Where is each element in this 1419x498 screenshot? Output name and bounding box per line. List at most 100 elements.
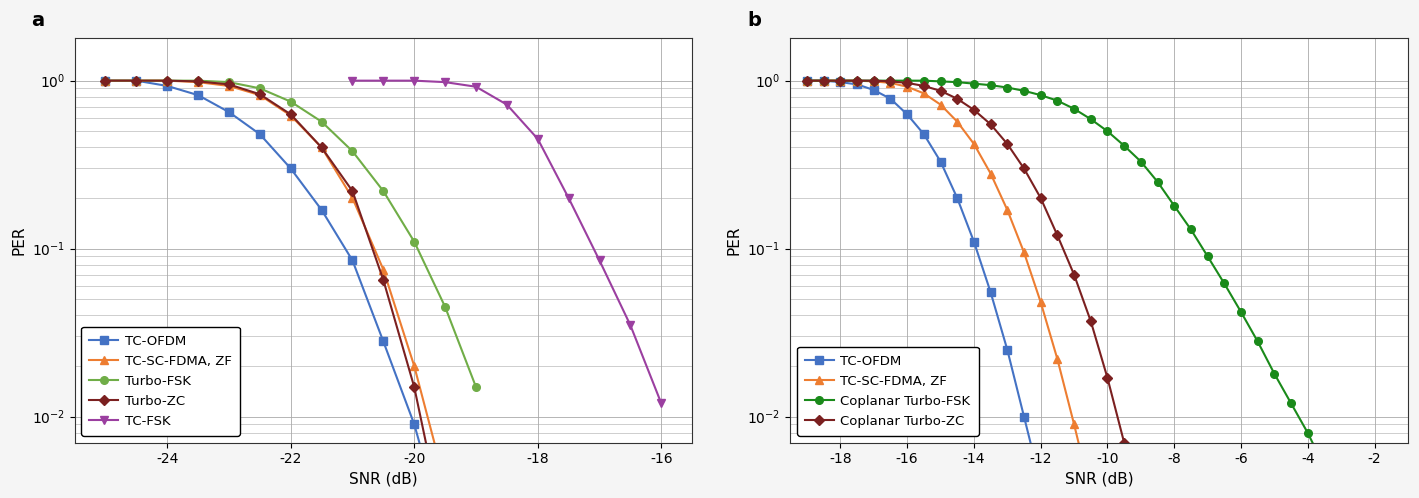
TC-OFDM: [343, 257, 360, 263]
Turbo-ZC: [343, 188, 360, 194]
TC-FSK: [406, 78, 423, 84]
Coplanar Turbo-ZC: [799, 78, 816, 84]
TC-SC-FDMA, ZF: [965, 141, 982, 147]
Line: Turbo-ZC: Turbo-ZC: [102, 77, 448, 498]
Line: TC-OFDM: TC-OFDM: [102, 77, 448, 498]
Turbo-FSK: [437, 304, 454, 310]
TC-FSK: [375, 78, 392, 84]
TC-SC-FDMA, ZF: [815, 78, 832, 84]
Text: a: a: [31, 10, 44, 30]
Coplanar Turbo-FSK: [1083, 116, 1100, 122]
TC-SC-FDMA, ZF: [1066, 421, 1083, 427]
Y-axis label: PER: PER: [727, 226, 742, 255]
TC-SC-FDMA, ZF: [282, 113, 299, 119]
Text: b: b: [746, 10, 761, 30]
Coplanar Turbo-ZC: [999, 141, 1016, 147]
TC-SC-FDMA, ZF: [932, 102, 949, 108]
TC-OFDM: [1032, 481, 1049, 487]
Turbo-FSK: [220, 79, 237, 85]
TC-OFDM: [849, 81, 866, 87]
Line: Coplanar Turbo-ZC: Coplanar Turbo-ZC: [803, 77, 1195, 498]
Y-axis label: PER: PER: [11, 226, 26, 255]
TC-SC-FDMA, ZF: [96, 78, 114, 84]
Turbo-ZC: [220, 81, 237, 87]
TC-SC-FDMA, ZF: [437, 481, 454, 487]
Turbo-FSK: [128, 78, 145, 84]
Coplanar Turbo-FSK: [1366, 451, 1384, 457]
Coplanar Turbo-ZC: [1049, 233, 1066, 239]
TC-OFDM: [965, 239, 982, 245]
TC-OFDM: [832, 79, 849, 85]
TC-SC-FDMA, ZF: [375, 266, 392, 272]
TC-OFDM: [883, 96, 900, 102]
TC-OFDM: [949, 195, 966, 201]
Turbo-FSK: [467, 384, 484, 390]
Turbo-ZC: [190, 78, 207, 84]
Coplanar Turbo-FSK: [1315, 464, 1332, 470]
TC-OFDM: [220, 109, 237, 115]
TC-FSK: [343, 78, 360, 84]
TC-OFDM: [1016, 414, 1033, 420]
Coplanar Turbo-FSK: [815, 78, 832, 84]
TC-OFDM: [406, 421, 423, 427]
Coplanar Turbo-ZC: [1115, 440, 1132, 446]
TC-SC-FDMA, ZF: [406, 363, 423, 369]
Line: TC-FSK: TC-FSK: [348, 77, 666, 407]
Coplanar Turbo-FSK: [883, 78, 900, 84]
TC-SC-FDMA, ZF: [999, 207, 1016, 213]
Coplanar Turbo-FSK: [832, 78, 849, 84]
Coplanar Turbo-FSK: [1332, 490, 1349, 496]
Coplanar Turbo-FSK: [898, 78, 915, 84]
TC-SC-FDMA, ZF: [849, 78, 866, 84]
TC-OFDM: [999, 347, 1016, 353]
Coplanar Turbo-FSK: [1049, 98, 1066, 104]
Turbo-FSK: [159, 78, 176, 84]
TC-SC-FDMA, ZF: [159, 78, 176, 84]
Coplanar Turbo-FSK: [999, 85, 1016, 91]
Coplanar Turbo-ZC: [949, 96, 966, 102]
Coplanar Turbo-ZC: [965, 107, 982, 113]
Coplanar Turbo-FSK: [1149, 179, 1166, 185]
Coplanar Turbo-FSK: [1199, 253, 1216, 259]
TC-SC-FDMA, ZF: [1016, 249, 1033, 255]
Coplanar Turbo-FSK: [866, 78, 883, 84]
TC-OFDM: [282, 165, 299, 171]
Coplanar Turbo-FSK: [1165, 203, 1182, 209]
Turbo-FSK: [282, 99, 299, 105]
TC-SC-FDMA, ZF: [343, 195, 360, 201]
TC-OFDM: [898, 112, 915, 118]
Turbo-ZC: [159, 78, 176, 84]
Coplanar Turbo-FSK: [1233, 309, 1250, 315]
TC-FSK: [467, 84, 484, 90]
TC-OFDM: [314, 207, 331, 213]
Coplanar Turbo-FSK: [1098, 128, 1115, 134]
TC-SC-FDMA, ZF: [314, 144, 331, 150]
Coplanar Turbo-FSK: [1182, 227, 1199, 233]
Coplanar Turbo-ZC: [849, 78, 866, 84]
Coplanar Turbo-FSK: [1115, 143, 1132, 149]
Line: TC-OFDM: TC-OFDM: [803, 77, 1111, 498]
Turbo-FSK: [406, 239, 423, 245]
Coplanar Turbo-ZC: [866, 78, 883, 84]
Coplanar Turbo-FSK: [949, 79, 966, 85]
TC-OFDM: [128, 78, 145, 84]
Coplanar Turbo-FSK: [1266, 371, 1283, 376]
Coplanar Turbo-FSK: [1066, 106, 1083, 112]
TC-FSK: [622, 322, 639, 328]
TC-FSK: [561, 195, 578, 201]
Coplanar Turbo-ZC: [1032, 195, 1049, 201]
TC-OFDM: [915, 131, 932, 137]
TC-SC-FDMA, ZF: [128, 78, 145, 84]
TC-FSK: [653, 400, 670, 406]
Turbo-ZC: [251, 91, 268, 97]
Coplanar Turbo-FSK: [849, 78, 866, 84]
X-axis label: SNR (dB): SNR (dB): [349, 472, 417, 487]
Turbo-FSK: [314, 119, 331, 124]
TC-SC-FDMA, ZF: [1049, 356, 1066, 362]
TC-OFDM: [190, 92, 207, 98]
TC-FSK: [498, 102, 515, 108]
TC-OFDM: [866, 87, 883, 93]
TC-SC-FDMA, ZF: [799, 78, 816, 84]
Coplanar Turbo-FSK: [1283, 400, 1300, 406]
Coplanar Turbo-FSK: [1300, 430, 1317, 436]
